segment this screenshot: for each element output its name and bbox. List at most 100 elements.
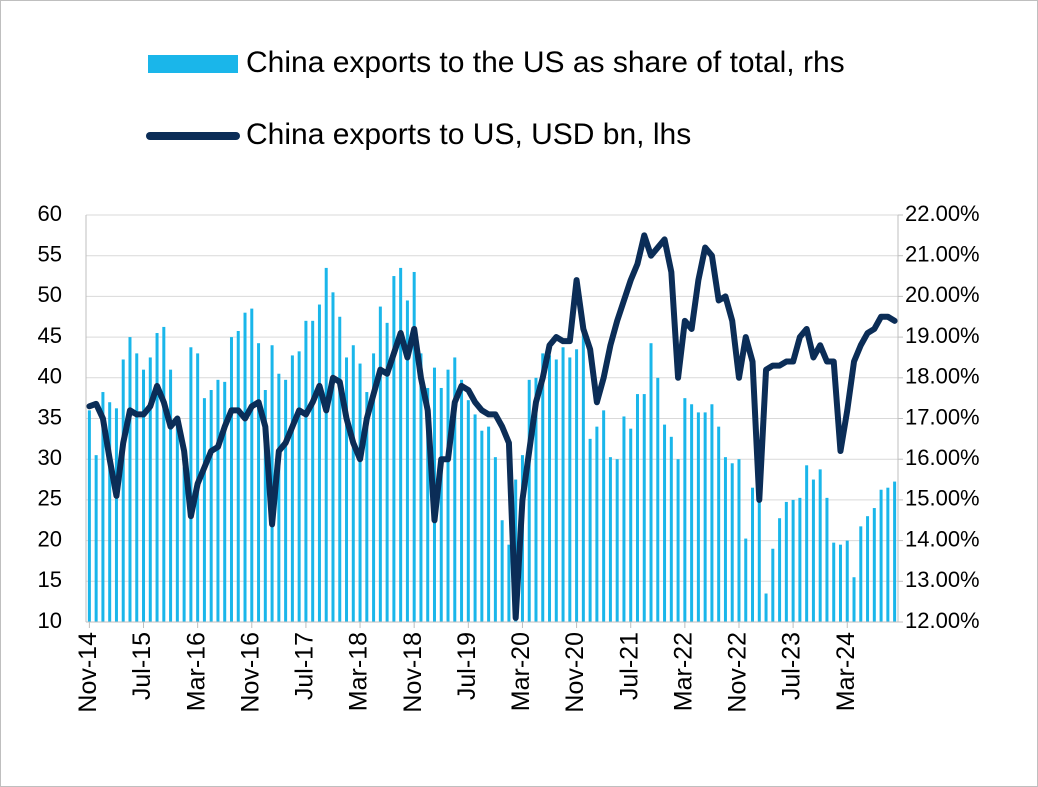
bar — [825, 497, 829, 622]
bar — [331, 292, 335, 622]
bar — [493, 457, 497, 622]
bar — [439, 387, 443, 622]
bar — [480, 430, 484, 622]
bar — [345, 357, 349, 622]
x-tick-label: Mar-16 — [182, 632, 210, 711]
bar — [859, 526, 863, 622]
bar — [791, 499, 795, 622]
bar — [602, 410, 606, 622]
bar — [466, 400, 470, 622]
bar — [426, 387, 430, 622]
bar — [250, 308, 254, 622]
x-tick-label: Nov-18 — [399, 632, 427, 713]
bar — [87, 410, 91, 622]
bar — [656, 377, 660, 622]
bar — [717, 426, 721, 622]
x-tick-label: Jul-17 — [291, 632, 319, 700]
bar — [148, 357, 152, 622]
y-tick-label: 55 — [38, 242, 62, 267]
y2-tick-label: 22.00% — [905, 201, 980, 226]
y2-tick-label: 12.00% — [905, 608, 980, 633]
x-tick-label: Nov-22 — [724, 632, 752, 713]
bar — [635, 394, 639, 622]
bar — [838, 544, 842, 622]
bar — [189, 347, 193, 622]
line — [86, 232, 898, 621]
bar — [446, 369, 450, 622]
x-tick-label: Nov-20 — [561, 632, 589, 713]
bar — [886, 487, 890, 622]
bar — [487, 426, 491, 622]
bar — [527, 379, 531, 622]
bar — [202, 398, 206, 622]
bar — [676, 459, 680, 622]
bar — [568, 357, 572, 622]
bar — [649, 343, 653, 622]
x-tick-label: Nov-14 — [74, 632, 102, 713]
bar — [175, 418, 179, 622]
bar — [399, 267, 403, 622]
bar — [866, 516, 870, 622]
bar — [845, 540, 849, 622]
bar — [162, 326, 166, 622]
bar — [771, 548, 775, 622]
bar — [588, 438, 592, 622]
bar — [798, 497, 802, 622]
bar — [683, 398, 687, 622]
bar — [554, 359, 558, 622]
y-tick-label: 60 — [38, 201, 62, 226]
bar — [737, 459, 741, 622]
bar — [412, 271, 416, 622]
x-tick-label: Jul-21 — [615, 632, 643, 700]
bar — [832, 542, 836, 622]
bar — [284, 379, 288, 622]
bar — [317, 304, 321, 622]
bar — [297, 351, 301, 622]
bar — [757, 487, 761, 622]
bar — [135, 353, 139, 622]
y2-tick-label: 13.00% — [905, 567, 980, 592]
bar — [311, 320, 315, 622]
bar — [872, 508, 876, 622]
bar — [507, 544, 511, 622]
bar — [419, 353, 423, 622]
bar — [852, 577, 856, 622]
y-tick-label: 20 — [38, 526, 62, 551]
bar — [608, 457, 612, 622]
bar — [879, 489, 883, 622]
x-tick-label: Mar-18 — [345, 632, 373, 711]
bar — [818, 469, 822, 622]
y-tick-label: 15 — [38, 567, 62, 592]
y2-tick-label: 20.00% — [905, 282, 980, 307]
bar — [128, 337, 132, 622]
bar — [778, 518, 782, 622]
bar — [257, 343, 261, 622]
bar — [108, 402, 112, 622]
bar — [182, 467, 186, 622]
bar — [460, 379, 464, 622]
x-tick-label: Nov-16 — [236, 632, 264, 713]
x-tick-label: Mar-22 — [669, 632, 697, 711]
bar — [534, 377, 538, 622]
bar — [392, 276, 396, 622]
bar — [764, 593, 768, 622]
bar — [229, 337, 233, 622]
bar — [561, 347, 565, 622]
bar — [378, 306, 382, 622]
legend-label: China exports to US, USD bn, lhs — [246, 118, 691, 151]
bar — [209, 390, 213, 622]
bar — [101, 392, 105, 622]
y2-tick-label: 17.00% — [905, 404, 980, 429]
y-tick-label: 30 — [38, 445, 62, 470]
y2-tick-label: 16.00% — [905, 445, 980, 470]
bar — [500, 520, 504, 622]
bar — [114, 408, 118, 622]
bar — [642, 394, 646, 622]
bar — [730, 463, 734, 622]
bar — [142, 369, 146, 622]
bar — [669, 436, 673, 622]
bar — [805, 465, 809, 622]
bar — [663, 424, 667, 622]
bar — [615, 459, 619, 622]
